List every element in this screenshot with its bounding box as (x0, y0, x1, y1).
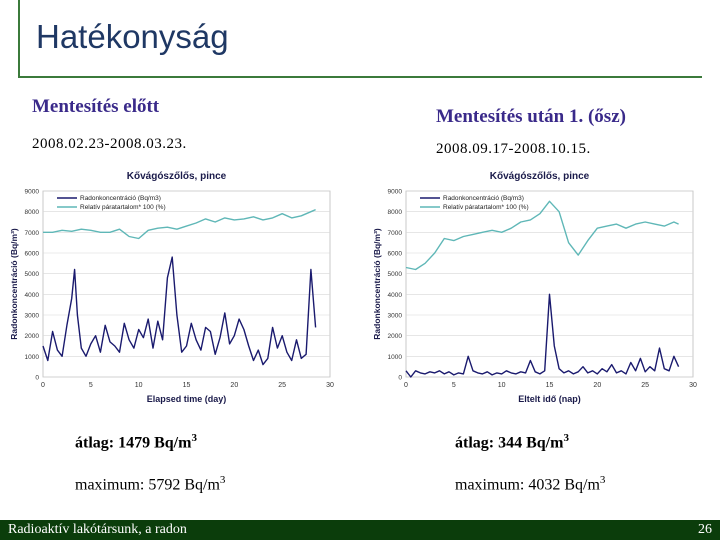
right-maximum: maximum: 4032 Bq/m3 (455, 474, 605, 494)
radon-series-line (405, 293, 680, 378)
x-axis-label: Elapsed time (day) (147, 394, 227, 404)
x-axis-label: Eltelt idő (nap) (518, 394, 581, 404)
y-tick-label: 9000 (25, 189, 40, 196)
y-axis-label: Radonkoncentráció (Bq/m³) (372, 228, 382, 340)
humidity-series-line (43, 208, 316, 240)
y-tick-label: 7000 (388, 230, 403, 237)
right-heading: Mentesítés után 1. (ősz) (436, 106, 626, 127)
left-average-sup: 3 (191, 432, 197, 444)
y-tick-label: 4000 (388, 292, 403, 299)
right-maximum-sup: 3 (599, 474, 606, 486)
slide-number: 26 (698, 522, 712, 537)
right-date-range: 2008.09.17-2008.10.15. (436, 141, 591, 157)
right-average-text: átlag: 344 Bq/m (455, 434, 564, 452)
y-tick-label: 5000 (25, 271, 40, 278)
x-tick-label: 10 (498, 382, 506, 389)
x-tick-label: 30 (689, 382, 697, 389)
y-tick-label: 3000 (25, 313, 40, 320)
x-tick-label: 0 (41, 382, 45, 389)
left-maximum-sup: 3 (219, 474, 226, 486)
x-tick-label: 5 (89, 382, 93, 389)
x-tick-label: 15 (183, 382, 191, 389)
left-date-range: 2008.02.23-2008.03.23. (32, 136, 187, 152)
y-tick-label: 8000 (25, 209, 40, 216)
right-maximum-text: maximum: 4032 Bq/m (455, 476, 600, 494)
radon-series-line (42, 256, 317, 366)
x-tick-label: 0 (404, 382, 408, 389)
chart-background (368, 165, 713, 415)
x-tick-label: 20 (230, 382, 238, 389)
y-tick-label: 1000 (25, 354, 40, 361)
y-tick-label: 6000 (25, 251, 40, 258)
chart-background (5, 165, 350, 415)
x-tick-label: 25 (278, 382, 286, 389)
y-tick-label: 4000 (25, 292, 40, 299)
left-maximum-text: maximum: 5792 Bq/m (75, 476, 220, 494)
y-tick-label: 0 (398, 375, 402, 382)
x-tick-label: 5 (452, 382, 456, 389)
x-tick-label: 15 (546, 382, 554, 389)
slide-title: Hatékonyság (36, 18, 229, 55)
left-heading: Mentesítés előtt (32, 96, 160, 117)
y-tick-label: 7000 (25, 230, 40, 237)
legend-label: Radonkoncentráció (Bq/m3) (80, 195, 161, 202)
chart-title: Kővágószőlős, pince (127, 171, 227, 182)
chart-before: 0 1000 2000 3000 4000 5000 6000 7000 8000 9000 0 5 1… (5, 165, 350, 415)
y-tick-label: 2000 (25, 333, 40, 340)
x-tick-label: 10 (135, 382, 143, 389)
right-average-sup: 3 (563, 432, 569, 444)
x-tick-label: 25 (641, 382, 649, 389)
y-axis-label: Radonkoncentráció (Bq/m³) (9, 228, 19, 340)
right-average: átlag: 344 Bq/m3 (455, 432, 569, 452)
footer-title: Radioaktív lakótársunk, a radon (8, 522, 187, 537)
y-tick-label: 2000 (388, 333, 403, 340)
legend-label: Radonkoncentráció (Bq/m3) (443, 195, 524, 202)
humidity-series-line (405, 200, 679, 271)
left-average: átlag: 1479 Bq/m3 (75, 432, 197, 452)
chart-after: 0 1000 2000 3000 4000 5000 6000 7000 8000 9000 0 5 1… (368, 165, 713, 415)
y-tick-label: 9000 (388, 189, 403, 196)
y-tick-label: 3000 (388, 313, 403, 320)
left-average-text: átlag: 1479 Bq/m (75, 434, 192, 452)
legend-label: Relatív páratartalom* 100 (%) (80, 204, 166, 211)
y-tick-label: 8000 (388, 209, 403, 216)
y-tick-label: 1000 (388, 354, 403, 361)
title-accent-rule (18, 0, 20, 78)
y-tick-label: 5000 (388, 271, 403, 278)
chart-title: Kővágószőlős, pince (490, 171, 590, 182)
footer-bar: Radioaktív lakótársunk, a radon 26 (0, 520, 720, 540)
x-tick-label: 20 (593, 382, 601, 389)
title-underline (18, 76, 702, 78)
left-maximum: maximum: 5792 Bq/m3 (75, 474, 225, 494)
legend-label: Relatív páratartalom* 100 (%) (443, 204, 529, 211)
x-tick-label: 30 (326, 382, 334, 389)
y-tick-label: 0 (35, 375, 39, 382)
y-tick-label: 6000 (388, 251, 403, 258)
